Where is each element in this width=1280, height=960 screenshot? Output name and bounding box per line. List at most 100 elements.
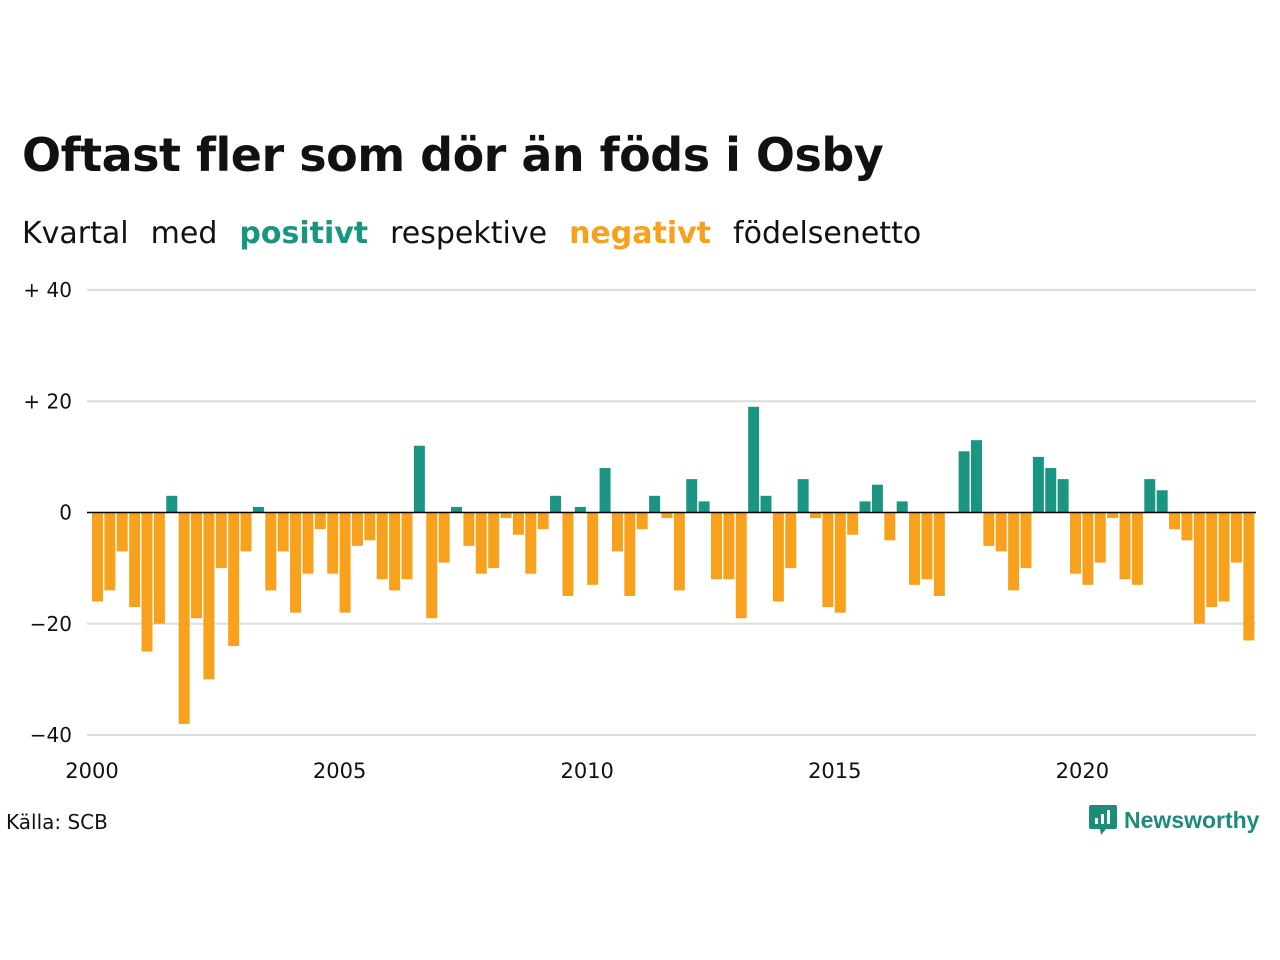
bar-negative bbox=[1008, 512, 1020, 591]
bar-negative bbox=[240, 512, 252, 552]
bar-positive bbox=[686, 479, 698, 513]
bar-positive bbox=[760, 495, 772, 513]
bar-positive bbox=[451, 506, 462, 513]
bar-negative bbox=[562, 512, 574, 596]
bar-negative bbox=[525, 512, 537, 574]
bar-negative bbox=[290, 512, 302, 613]
bar-positive bbox=[896, 501, 908, 513]
bar-negative bbox=[1131, 512, 1143, 585]
bar-negative bbox=[1119, 512, 1131, 580]
bar-negative bbox=[1169, 512, 1181, 530]
bar-negative bbox=[512, 512, 524, 535]
y-tick-label: −40 bbox=[30, 723, 72, 747]
bar-negative bbox=[1193, 512, 1205, 624]
y-tick-label: 0 bbox=[59, 501, 72, 525]
bar-negative bbox=[1082, 512, 1094, 585]
bar-positive bbox=[1032, 456, 1044, 513]
x-tick-label: 2020 bbox=[1056, 759, 1109, 783]
bar-negative bbox=[339, 512, 351, 613]
bar-negative bbox=[822, 512, 834, 608]
bar-negative bbox=[92, 512, 103, 602]
y-tick-label: + 40 bbox=[23, 278, 72, 302]
bar-negative bbox=[611, 512, 623, 552]
bar-positive bbox=[1156, 490, 1168, 513]
bar-positive bbox=[599, 468, 611, 513]
bar-negative bbox=[909, 512, 921, 585]
bar-positive bbox=[797, 479, 809, 513]
bar-negative bbox=[1181, 512, 1193, 541]
bar-positive bbox=[252, 506, 264, 513]
bar-negative bbox=[1230, 512, 1242, 563]
newsworthy-logo: Newsworthy bbox=[1088, 803, 1259, 837]
bar-negative bbox=[1020, 512, 1032, 569]
newsworthy-logo-text: Newsworthy bbox=[1124, 806, 1260, 833]
bar-negative bbox=[178, 512, 190, 724]
x-tick-label: 2000 bbox=[65, 759, 118, 783]
bar-negative bbox=[810, 512, 822, 519]
bar-negative bbox=[401, 512, 413, 580]
bar-negative bbox=[364, 512, 376, 541]
bar-chart: + 40 + 20 0 −20 −40 2000 2005 2010 2015 2020 bbox=[23, 278, 1256, 783]
bar-negative bbox=[116, 512, 128, 552]
bar-positive bbox=[1144, 479, 1156, 513]
chart-title: Oftast fler som dör än föds i Osby bbox=[22, 128, 884, 182]
bar-negative bbox=[265, 512, 277, 591]
bar-positive bbox=[970, 440, 982, 513]
bar-negative bbox=[438, 512, 450, 563]
newsworthy-logo-icon bbox=[1089, 805, 1117, 835]
bar-negative bbox=[884, 512, 896, 541]
bar-negative bbox=[302, 512, 314, 574]
bar-negative bbox=[215, 512, 227, 569]
bar-positive bbox=[649, 495, 661, 513]
bar-negative bbox=[933, 512, 945, 596]
bar-negative bbox=[834, 512, 846, 613]
subtitle-word-fodelsenetto: födelsenetto bbox=[733, 216, 922, 251]
bar-negative bbox=[537, 512, 549, 530]
bar-negative bbox=[1094, 512, 1106, 563]
bar-negative bbox=[351, 512, 363, 546]
bar-negative bbox=[277, 512, 289, 552]
bar-positive bbox=[574, 506, 586, 513]
x-axis-ticks: 2000 2005 2010 2015 2020 bbox=[65, 759, 1109, 783]
bar-positive bbox=[958, 451, 970, 513]
bar-negative bbox=[129, 512, 141, 608]
bar-negative bbox=[1218, 512, 1230, 602]
x-tick-label: 2005 bbox=[313, 759, 366, 783]
bar-negative bbox=[327, 512, 339, 574]
bar-negative bbox=[624, 512, 636, 596]
subtitle-negative-label: negativt bbox=[569, 216, 712, 251]
subtitle-word-respektive: respektive bbox=[390, 216, 548, 251]
subtitle-word-kvartal: Kvartal bbox=[22, 216, 129, 251]
bar-negative bbox=[104, 512, 116, 591]
bar-negative bbox=[389, 512, 401, 591]
chart-subtitle: Kvartal med positivt respektive negativt föde… bbox=[22, 216, 943, 251]
bar-negative bbox=[1206, 512, 1218, 608]
bar-negative bbox=[772, 512, 784, 602]
bar-negative bbox=[711, 512, 722, 580]
bar-negative bbox=[475, 512, 487, 574]
bar-negative bbox=[153, 512, 165, 624]
bar-negative bbox=[995, 512, 1007, 552]
bar-negative bbox=[141, 512, 153, 652]
bars bbox=[92, 406, 1255, 724]
bar-positive bbox=[748, 406, 760, 513]
bar-negative bbox=[673, 512, 685, 591]
bar-negative bbox=[1070, 512, 1081, 574]
y-tick-label: −20 bbox=[30, 612, 72, 636]
bar-positive bbox=[698, 501, 710, 513]
bar-negative bbox=[636, 512, 648, 530]
subtitle-positive-label: positivt bbox=[239, 216, 369, 251]
bar-negative bbox=[785, 512, 797, 569]
bar-negative bbox=[500, 512, 512, 519]
bar-positive bbox=[550, 495, 562, 513]
bar-negative bbox=[735, 512, 747, 619]
bar-negative bbox=[587, 512, 599, 585]
bar-positive bbox=[871, 484, 883, 513]
bar-negative bbox=[723, 512, 735, 580]
bar-negative bbox=[463, 512, 475, 546]
bar-negative bbox=[921, 512, 933, 580]
bar-negative bbox=[1107, 512, 1119, 519]
bar-positive bbox=[1045, 468, 1057, 513]
bar-negative bbox=[314, 512, 326, 530]
bar-negative bbox=[1243, 512, 1255, 641]
